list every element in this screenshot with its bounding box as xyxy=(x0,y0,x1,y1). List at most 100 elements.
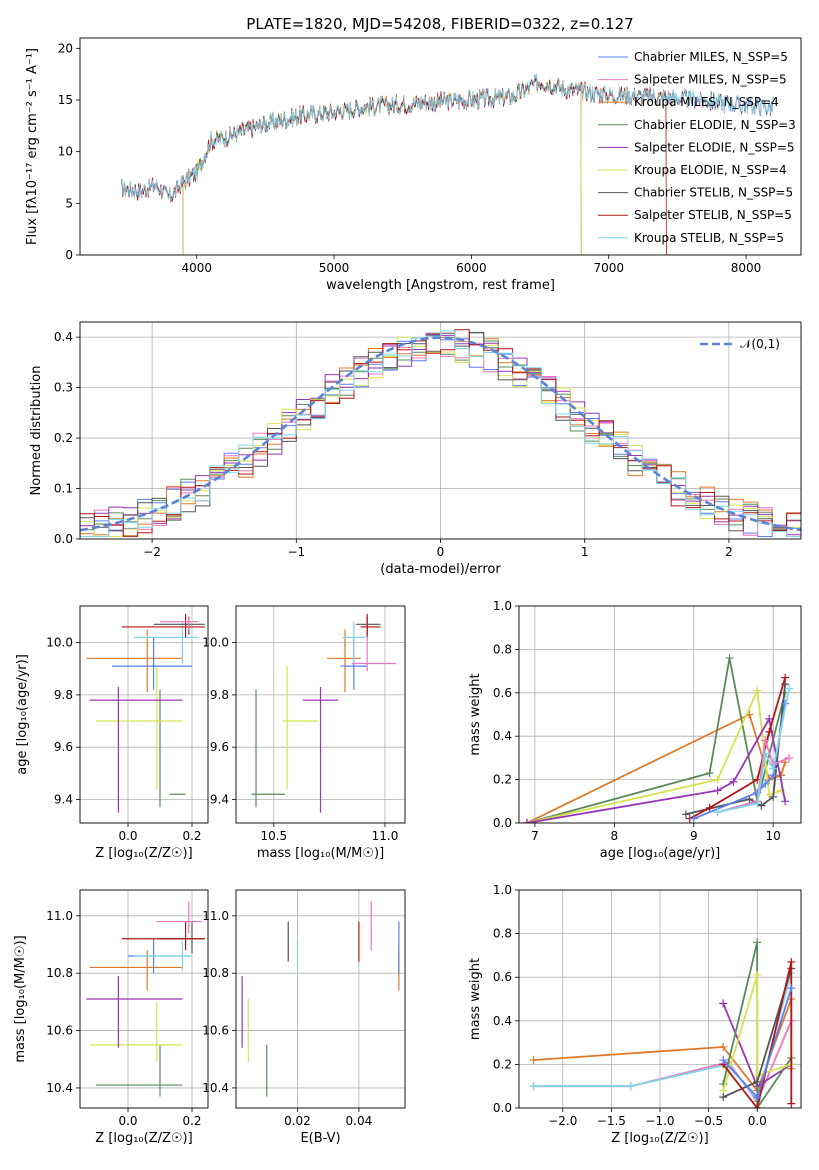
y-tick-label: 0 xyxy=(65,248,73,262)
y-tick-label: 9.6 xyxy=(210,740,229,754)
x-tick-label: 0.0 xyxy=(118,829,137,843)
y-tick-label: 10.4 xyxy=(46,1081,73,1095)
plot-area xyxy=(120,74,774,255)
panel-2 xyxy=(76,321,802,543)
y-axis-label: mass weight xyxy=(468,673,483,755)
x-tick-label: 9 xyxy=(690,829,698,843)
legend-entry: Kroupa MILES, N_SSP=4 xyxy=(634,95,779,109)
weight-marker xyxy=(753,1104,762,1108)
residual-histogram xyxy=(80,329,801,539)
residual-histogram xyxy=(80,330,801,539)
weight-marker xyxy=(529,1056,538,1065)
y-tick-label: 0.4 xyxy=(54,330,73,344)
axes-frame xyxy=(235,889,406,1109)
weight-marker xyxy=(761,749,770,758)
y-tick-label: 5 xyxy=(65,196,73,210)
x-tick-label: 8 xyxy=(611,829,619,843)
legend-entry: 𝒩(0,1) xyxy=(740,337,780,351)
x-axis-label: E(B-V) xyxy=(300,1131,340,1146)
x-tick-label: 1 xyxy=(581,545,589,559)
weight-marker xyxy=(769,792,778,801)
axes-frame xyxy=(79,321,802,540)
axes-frame xyxy=(518,605,802,824)
y-tick-label: 10.8 xyxy=(46,966,73,980)
weight-marker xyxy=(753,971,762,980)
legend-entry: Chabrier MILES, N_SSP=5 xyxy=(634,50,788,64)
panel-1 xyxy=(76,37,802,259)
y-tick-label: 10.4 xyxy=(202,1081,229,1095)
normal-curve xyxy=(80,336,801,532)
x-tick-label: 2 xyxy=(725,545,733,559)
weight-line xyxy=(722,974,792,1091)
y-tick-label: 10.0 xyxy=(202,636,229,650)
x-axis-label: (data-model)/error xyxy=(380,562,501,577)
y-tick-label: 0.8 xyxy=(493,927,512,941)
weight-marker xyxy=(725,654,734,663)
weight-marker xyxy=(713,786,722,795)
panel-4 xyxy=(232,605,406,827)
y-axis-label: age [log₁₀(age/yr)] xyxy=(15,654,30,775)
weight-marker xyxy=(785,684,794,693)
legend-entry: Kroupa ELODIE, N_SSP=4 xyxy=(634,163,787,177)
weight-marker xyxy=(713,808,722,817)
x-axis-label: age [log₁₀(age/yr)] xyxy=(600,846,721,861)
spectrum-line xyxy=(182,75,582,255)
x-axis-label: mass [log₁₀(M/M☉)] xyxy=(257,846,384,861)
weight-line xyxy=(526,657,786,823)
weight-line xyxy=(526,689,782,823)
weight-marker xyxy=(787,1099,796,1108)
y-tick-label: 10 xyxy=(58,145,73,159)
weight-marker xyxy=(769,764,778,773)
y-tick-label: 10.0 xyxy=(46,636,73,650)
y-tick-label: 0.0 xyxy=(493,1101,512,1115)
y-tick-label: 0.2 xyxy=(54,431,73,445)
y-axis-label: mass [log₁₀(M/M☉)] xyxy=(13,935,28,1062)
plot-area xyxy=(80,606,208,823)
y-axis-label: mass weight xyxy=(468,958,483,1040)
axes-frame xyxy=(518,889,802,1109)
weight-marker xyxy=(753,938,762,947)
y-tick-label: 0.1 xyxy=(54,482,73,496)
y-tick-label: 0.8 xyxy=(493,642,512,656)
x-tick-label: −1.0 xyxy=(645,1114,674,1128)
weight-marker xyxy=(781,797,790,806)
x-tick-label: 0.04 xyxy=(346,1114,373,1128)
x-axis-label: wavelength [Angstrom, rest frame] xyxy=(326,278,555,293)
weight-marker xyxy=(626,1082,635,1091)
y-tick-label: 0.6 xyxy=(493,970,512,984)
weight-marker xyxy=(761,779,770,788)
x-tick-label: 0.0 xyxy=(748,1114,767,1128)
y-tick-label: 0.4 xyxy=(493,729,512,743)
weight-marker xyxy=(785,753,794,762)
y-axis-label: Normed distribution xyxy=(29,366,44,496)
weight-marker xyxy=(719,1042,728,1051)
x-tick-label: 0.02 xyxy=(284,1114,311,1128)
x-axis-label: Z [log₁₀(Z/Z☉)] xyxy=(95,1131,192,1146)
x-tick-label: 4000 xyxy=(181,261,212,275)
weight-line xyxy=(526,717,786,823)
y-tick-label: 1.0 xyxy=(493,599,512,613)
y-axis-label: Flux [fλ10⁻¹⁷ erg cm⁻² s⁻¹ A⁻¹] xyxy=(25,48,40,245)
y-tick-label: 9.6 xyxy=(54,740,73,754)
figure-title: PLATE=1820, MJD=54208, FIBERID=0322, z=0… xyxy=(246,15,633,33)
weight-marker xyxy=(765,714,774,723)
legend-entry: Salpeter MILES, N_SSP=5 xyxy=(634,73,787,87)
x-tick-label: 7 xyxy=(531,829,539,843)
x-tick-label: −2 xyxy=(143,545,161,559)
plot-area xyxy=(80,322,801,539)
y-tick-label: 9.8 xyxy=(210,688,229,702)
x-axis-label: Z [log₁₀(Z/Z☉)] xyxy=(611,1131,708,1146)
legend-entry: Salpeter STELIB, N_SSP=5 xyxy=(634,208,792,222)
panel-3 xyxy=(76,605,209,827)
x-tick-label: 8000 xyxy=(731,261,762,275)
x-tick-label: 7000 xyxy=(593,261,624,275)
weight-marker xyxy=(719,1093,728,1102)
x-tick-label: −1.5 xyxy=(597,1114,626,1128)
y-tick-label: 1.0 xyxy=(493,883,512,897)
x-tick-label: 0.2 xyxy=(182,829,201,843)
y-tick-label: 9.8 xyxy=(54,688,73,702)
x-tick-label: −1 xyxy=(287,545,305,559)
y-tick-label: 9.4 xyxy=(210,792,229,806)
x-tick-label: 0.2 xyxy=(182,1114,201,1128)
